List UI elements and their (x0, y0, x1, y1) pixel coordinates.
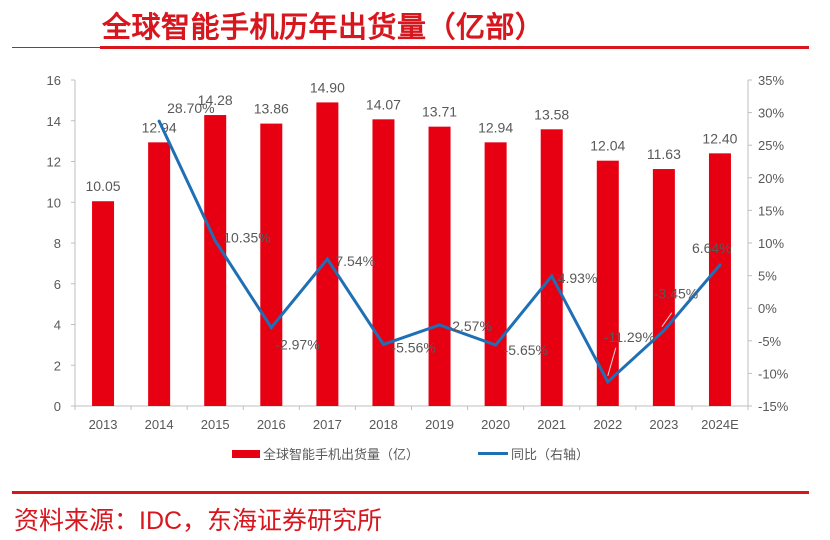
right-axis-tick-label: -5% (758, 334, 782, 349)
line-data-labels: 28.70% 10.35% -2.97% 7.54% -5.56% -2.57% -5.65… (167, 100, 732, 376)
bar (652, 169, 675, 406)
line-data-label: -11.29% (604, 329, 655, 345)
bar-data-label: 11.63 (647, 146, 681, 162)
right-axis-tick-label: 25% (758, 138, 784, 153)
x-axis-tick-label: 2016 (257, 417, 286, 432)
x-axis-tick-label: 2024E (701, 417, 739, 432)
source-note: 资料来源：IDC，东海证券研究所 (14, 507, 383, 535)
leader-line (661, 312, 673, 327)
line-data-label: 10.35% (223, 230, 270, 246)
bar-data-label: 12.94 (478, 119, 513, 135)
bar-data-label: 13.86 (254, 101, 289, 117)
right-axis-tick-label: 15% (758, 203, 784, 218)
bar-data-label: 14.90 (310, 79, 345, 95)
line-point (438, 323, 442, 327)
bar-data-label: 13.58 (534, 106, 569, 122)
x-axis-tick-label: 2017 (313, 417, 342, 432)
right-axis-tick-label: 5% (758, 269, 777, 284)
bar (708, 153, 731, 406)
line-point (157, 119, 161, 123)
right-axis-tick-label: 35% (758, 73, 784, 88)
bar (92, 201, 115, 406)
bar (428, 126, 451, 406)
line-point (213, 239, 217, 243)
line-data-label: -5.56% (391, 339, 435, 355)
line-data-label: 4.93% (558, 270, 598, 286)
bar (372, 119, 395, 406)
left-axis-tick-label: 4 (54, 318, 61, 333)
legend-line-swatch (478, 452, 508, 455)
bar-data-label: 14.28 (198, 92, 233, 108)
x-axis-tick-label: 2021 (537, 417, 566, 432)
right-axis-tick-label: 0% (758, 301, 777, 316)
left-axis-tick-label: 6 (54, 277, 61, 292)
bar (596, 160, 619, 406)
left-axis-tick-label: 0 (54, 399, 61, 414)
bar (316, 102, 339, 406)
line-point (662, 329, 666, 333)
bar-data-label: 12.04 (590, 138, 625, 154)
bar-series (92, 102, 731, 407)
left-axis-tick-label: 14 (47, 114, 61, 129)
legend-line-label: 同比（右轴） (511, 447, 590, 462)
bar-data-label: 10.05 (86, 178, 121, 194)
line-point (550, 274, 554, 278)
legend-bar-swatch (232, 449, 260, 458)
bar (540, 129, 563, 406)
x-axis-tick-label: 2015 (201, 417, 230, 432)
x-axis-tick-label: 2022 (593, 417, 622, 432)
left-axis-tick-label: 12 (47, 155, 61, 170)
title-underline (100, 46, 809, 49)
right-axis-tick-label: -10% (758, 366, 789, 381)
left-axis-tick-label: 10 (47, 195, 61, 210)
line-data-label: 28.70% (167, 100, 214, 116)
x-axis-tick-label: 2019 (425, 417, 454, 432)
right-axis-tick-label: 30% (758, 106, 784, 121)
bar (204, 115, 227, 407)
legend-bar-label: 全球智能手机出货量（亿） (263, 447, 420, 462)
legend-item-line: 同比（右轴） (478, 444, 589, 463)
line-point (494, 343, 498, 347)
line-data-label: -3.45% (654, 286, 698, 302)
axes: 0 2 4 6 8 10 12 14 16 -15% -10% -5% 0% 5% 10% 15% 20% 25%… (47, 73, 789, 432)
x-axis-tick-label: 2020 (481, 417, 510, 432)
chart: 0 2 4 6 8 10 12 14 16 -15% -10% -5% 0% 5% 10% 15% 20% 25%… (47, 73, 789, 432)
line-point (269, 326, 273, 330)
left-axis-tick-label: 8 (54, 236, 61, 251)
line-data-label: -2.57% (448, 318, 492, 334)
bar (260, 123, 283, 406)
right-axis-tick-label: 20% (758, 171, 784, 186)
line-data-label: -2.97% (275, 337, 319, 353)
x-axis-tick-label: 2018 (369, 417, 398, 432)
source-divider (12, 491, 809, 494)
line-point (325, 257, 329, 261)
x-axis-tick-label: 2014 (145, 417, 174, 432)
line-series (157, 119, 722, 385)
bar-data-label: 12.40 (702, 130, 737, 146)
x-axis-tick-label: 2013 (89, 417, 118, 432)
line-point (606, 380, 610, 384)
left-axis-tick-label: 16 (47, 73, 61, 88)
bar-data-label: 13.71 (422, 104, 457, 120)
x-axis-tick-label: 2023 (649, 417, 678, 432)
bar-data-label: 12.94 (142, 119, 177, 135)
line-data-label: -5.65% (504, 342, 548, 358)
title-underline-thin (12, 47, 104, 48)
right-axis-tick-label: 10% (758, 236, 784, 251)
bar (148, 142, 171, 406)
bar-data-labels: 10.05 12.94 14.28 13.86 14.90 14.07 13.71 12.94… (86, 79, 738, 194)
right-axis-tick-label: -15% (758, 399, 789, 414)
legend-item-bar: 全球智能手机出货量（亿） (232, 444, 419, 463)
line-point (718, 263, 722, 267)
line-point (381, 342, 385, 346)
bar-data-label: 14.07 (366, 96, 401, 112)
leader-line (607, 347, 617, 376)
left-axis-tick-label: 2 (54, 358, 61, 373)
line-data-label: 6.64% (692, 240, 732, 256)
line-data-label: 7.54% (335, 253, 375, 269)
bar (484, 142, 507, 406)
page-title: 全球智能手机历年出货量（亿部） (102, 12, 545, 44)
